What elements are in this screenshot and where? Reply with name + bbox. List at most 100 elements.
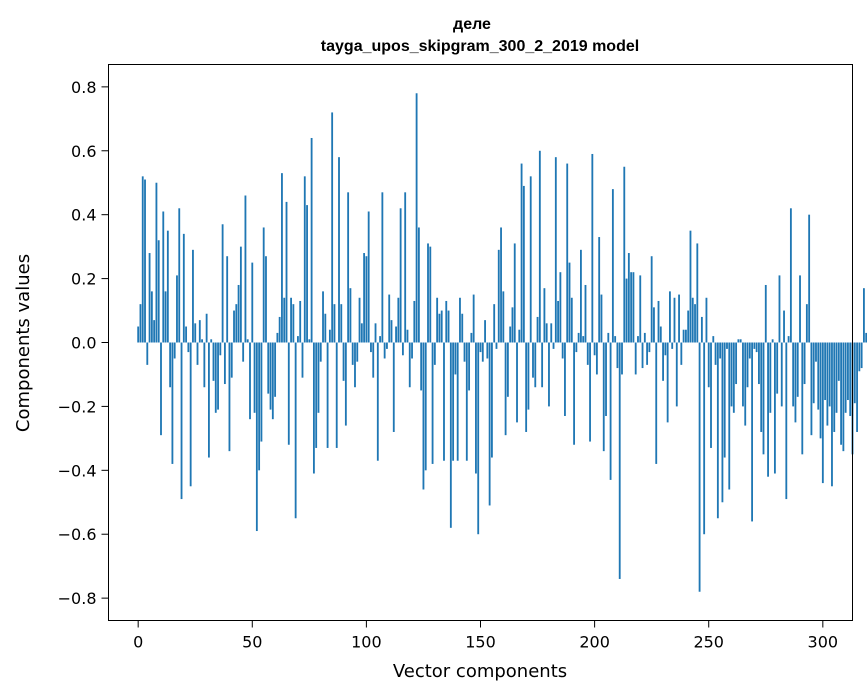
bar (139, 304, 142, 343)
bar (162, 211, 165, 343)
bar (849, 342, 852, 416)
bar (226, 256, 229, 343)
bar (486, 342, 489, 359)
bar (470, 332, 473, 343)
bar (148, 253, 151, 343)
x-tick-label: 200 (579, 633, 610, 652)
bar (545, 323, 548, 343)
bar (374, 323, 377, 343)
bar (417, 227, 420, 343)
y-tick-label: 0.6 (71, 142, 96, 161)
bar (819, 342, 822, 439)
bar (465, 342, 468, 461)
bar (372, 342, 375, 378)
bar (799, 275, 801, 343)
bar (360, 323, 363, 343)
bar (842, 342, 845, 452)
bar (189, 342, 192, 487)
bar (678, 294, 680, 343)
bar (856, 342, 858, 432)
bar (821, 342, 824, 484)
bar (370, 342, 372, 353)
bar (504, 342, 507, 436)
bar (847, 342, 849, 401)
bar (342, 342, 345, 381)
bar (319, 342, 322, 362)
bar (260, 342, 263, 442)
bar (310, 137, 313, 343)
bar (742, 342, 744, 407)
bar (198, 320, 201, 343)
bar (796, 342, 799, 397)
bar (694, 304, 696, 343)
bar (150, 291, 153, 343)
bar (488, 342, 491, 506)
bar (390, 320, 393, 343)
bar (251, 262, 254, 343)
bar (666, 342, 669, 423)
bar (447, 310, 450, 343)
bar (552, 342, 555, 349)
bar (780, 342, 783, 407)
bar (297, 336, 299, 343)
bar (269, 342, 272, 410)
bar (787, 336, 790, 343)
bar (401, 342, 404, 356)
y-tick-label: 0.4 (71, 206, 96, 225)
bar (650, 256, 653, 343)
bar (201, 339, 203, 343)
bar (538, 150, 541, 343)
bar (477, 342, 480, 535)
bar (853, 342, 856, 404)
bar (527, 342, 530, 410)
bar (657, 300, 660, 343)
bar (344, 342, 347, 426)
bar (328, 329, 331, 343)
bar (662, 342, 664, 381)
bar (623, 166, 626, 343)
bar (860, 342, 863, 369)
bar (630, 272, 633, 343)
bar (664, 342, 667, 356)
bar (541, 342, 544, 388)
bar (233, 310, 235, 343)
bar (506, 342, 509, 397)
bar (653, 307, 655, 343)
bar (730, 342, 733, 407)
bar (290, 297, 292, 343)
bar (443, 342, 445, 461)
bar (532, 342, 534, 378)
bar (675, 342, 678, 407)
bar (751, 342, 753, 522)
bar (411, 342, 413, 359)
bar (598, 237, 601, 343)
bar (605, 342, 607, 416)
bar (771, 339, 774, 343)
bar (520, 163, 523, 343)
bar (641, 342, 644, 369)
bar (534, 342, 537, 388)
bar (710, 342, 712, 448)
bar (155, 182, 158, 343)
bar (614, 336, 617, 343)
y-tick-label: −0.4 (58, 461, 97, 480)
bar (833, 342, 836, 432)
bar (354, 342, 356, 388)
bar (445, 300, 448, 343)
bar (495, 342, 498, 349)
plot-frame (108, 64, 853, 621)
bar (454, 342, 457, 375)
bar (643, 332, 646, 343)
x-axis-ticks: 0 50 100 150 200 250 300 (133, 620, 838, 652)
bar (840, 342, 843, 445)
bar (459, 297, 461, 343)
bar (758, 342, 760, 385)
bar (491, 342, 493, 458)
bar (792, 342, 795, 407)
bar (144, 179, 146, 343)
bar (637, 336, 639, 343)
bar (684, 329, 687, 343)
bar (673, 297, 676, 343)
bar (634, 342, 637, 375)
